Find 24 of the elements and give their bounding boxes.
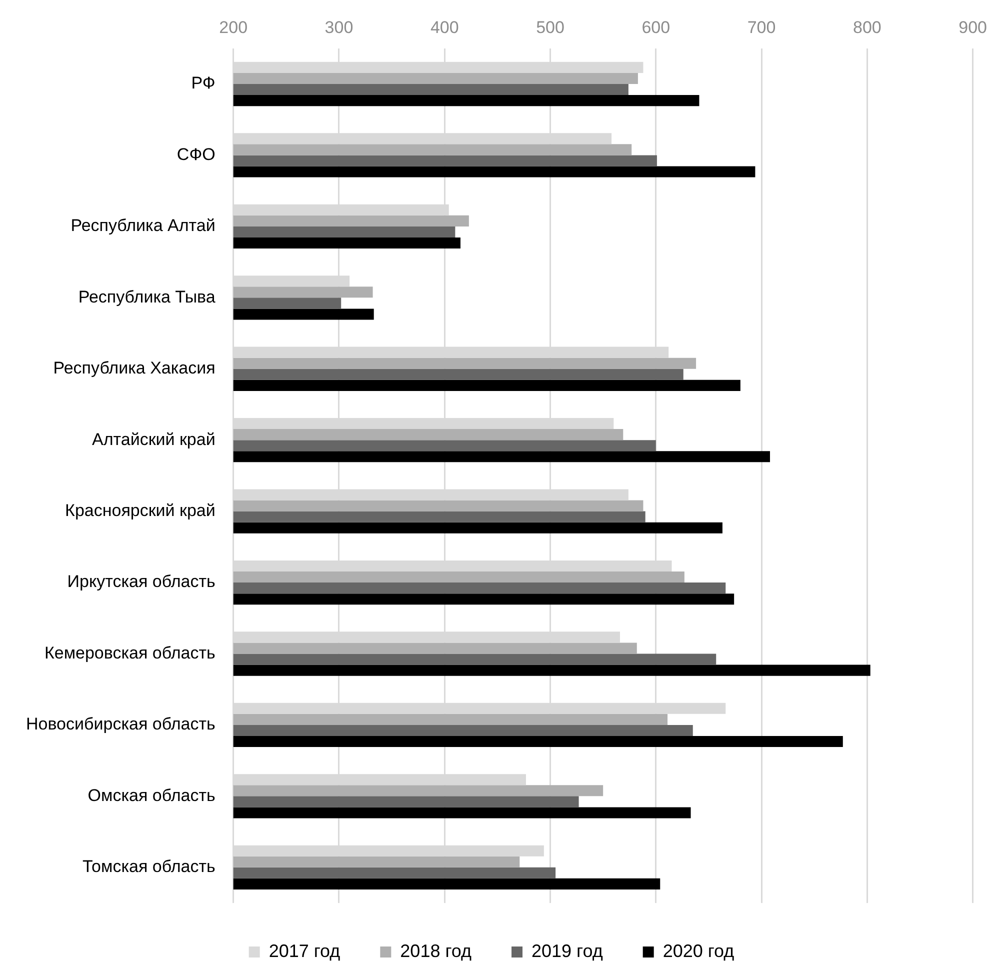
- x-tick-label: 900: [958, 18, 988, 37]
- y-tick-label: Алтайский край: [92, 430, 216, 449]
- y-tick-label: СФО: [176, 144, 216, 164]
- y-tick-label: РФ: [191, 74, 216, 93]
- y-tick-label: Томская область: [82, 857, 216, 876]
- x-tick-label: 400: [430, 18, 459, 37]
- y-tick-label: Иркутская область: [67, 572, 216, 592]
- y-tick-label: Красноярский край: [65, 500, 216, 520]
- y-tick-label: Республика Хакасия: [53, 358, 216, 378]
- x-tick-label: 700: [747, 18, 776, 37]
- legend-label: 2020 год: [662, 940, 735, 961]
- x-tick-label: 600: [642, 18, 670, 37]
- x-tick-label: 500: [536, 18, 564, 37]
- x-tick-label: 800: [852, 18, 882, 37]
- x-tick-label: 200: [219, 18, 248, 37]
- y-tick-label: Республика Алтай: [70, 216, 216, 236]
- legend-label: 2017 год: [268, 940, 341, 961]
- y-tick-label: Республика Тыва: [78, 287, 216, 306]
- legend-label: 2019 год: [532, 940, 604, 961]
- x-tick-label: 300: [324, 18, 354, 37]
- y-tick-label: Кемеровская область: [44, 643, 216, 662]
- legend-label: 2018 год: [400, 940, 472, 961]
- y-tick-label: Омская область: [88, 786, 216, 805]
- y-tick-label: Новосибирская область: [26, 714, 216, 734]
